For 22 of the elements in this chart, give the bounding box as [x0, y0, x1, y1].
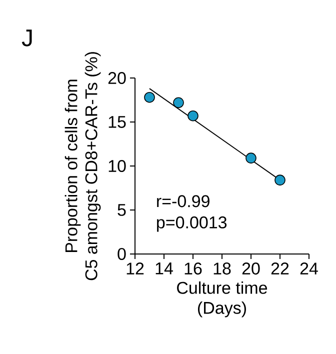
- y-tick-label: 5: [118, 204, 126, 216]
- y-tick-label: 15: [108, 116, 126, 128]
- x-tick-label: 12: [126, 262, 144, 274]
- x-tick-label: 14: [156, 262, 173, 274]
- x-tick-label: 24: [300, 262, 318, 274]
- y-tick-label: 0: [118, 248, 126, 260]
- annotation: r=-0.99: [157, 195, 210, 208]
- x-tick-label: 18: [214, 262, 231, 275]
- y-axis-title: Proportion of cells from C5 amongst CD8+CAR-Ts (%): [64, 52, 101, 280]
- x-tick-label: 16: [184, 262, 202, 275]
- point: [144, 92, 155, 103]
- y-tick-label: 10: [108, 160, 126, 172]
- y-tick-label: 20: [108, 72, 126, 84]
- point: [188, 110, 198, 122]
- x-tick-label: 22: [271, 262, 289, 274]
- x-tick-label: 20: [242, 262, 260, 275]
- annotation: p=0.0013: [157, 216, 227, 232]
- chart-title: J: [22, 30, 32, 46]
- x-axis-title: Culture time (Days): [177, 281, 268, 318]
- point: [173, 97, 184, 108]
- point: [274, 174, 286, 186]
- point: [246, 152, 256, 164]
